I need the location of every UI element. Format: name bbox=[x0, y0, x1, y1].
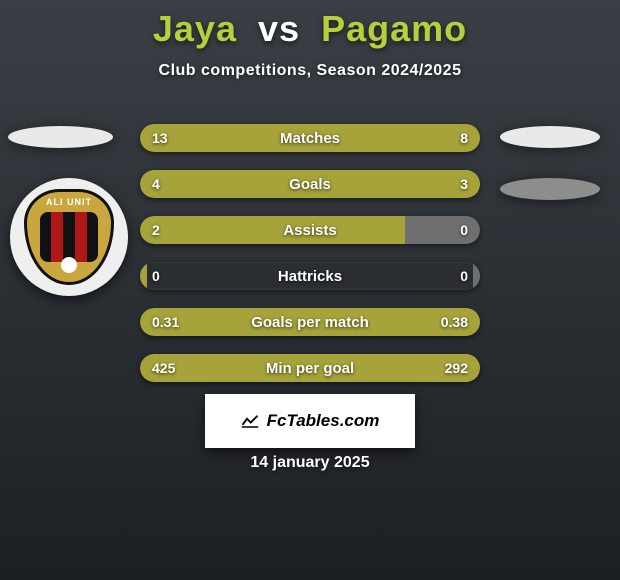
stat-fill-player1 bbox=[140, 354, 480, 382]
stat-row: 0.310.38Goals per match bbox=[140, 308, 480, 336]
stat-row: 425292Min per goal bbox=[140, 354, 480, 382]
brand-footer: FcTables.com bbox=[205, 394, 415, 448]
vs-word: vs bbox=[258, 8, 300, 49]
player1-photo-placeholder bbox=[8, 126, 113, 148]
brand-text: FcTables.com bbox=[267, 411, 380, 431]
comparison-infographic: Jaya vs Pagamo Club competitions, Season… bbox=[0, 0, 620, 580]
player1-name: Jaya bbox=[153, 8, 237, 49]
subtitle: Club competitions, Season 2024/2025 bbox=[0, 62, 620, 80]
club-shield-stripes bbox=[40, 212, 99, 263]
stat-fill-player1 bbox=[140, 170, 480, 198]
club-shield-text: ALI UNIT bbox=[27, 197, 111, 207]
stat-fill-player1 bbox=[140, 216, 405, 244]
stat-label: Hattricks bbox=[140, 262, 480, 290]
player2-name: Pagamo bbox=[321, 8, 467, 49]
club-shield-ball-icon bbox=[61, 257, 77, 273]
date-label: 14 january 2025 bbox=[0, 454, 620, 472]
stat-fill-player1 bbox=[140, 262, 147, 290]
stat-fill-player1 bbox=[140, 308, 480, 336]
stat-row: 00Hattricks bbox=[140, 262, 480, 290]
player2-photo-placeholder bbox=[500, 126, 600, 148]
chart-icon bbox=[241, 414, 259, 428]
page-title: Jaya vs Pagamo bbox=[0, 8, 620, 50]
stat-fill-player2 bbox=[473, 262, 480, 290]
player2-club-placeholder bbox=[500, 178, 600, 200]
player1-club-crest: ALI UNIT bbox=[10, 178, 128, 296]
club-shield: ALI UNIT bbox=[24, 189, 114, 286]
stat-fill-player2 bbox=[405, 216, 480, 244]
stat-row: 138Matches bbox=[140, 124, 480, 152]
stat-row: 43Goals bbox=[140, 170, 480, 198]
stat-row: 20Assists bbox=[140, 216, 480, 244]
stat-fill-player1 bbox=[140, 124, 480, 152]
